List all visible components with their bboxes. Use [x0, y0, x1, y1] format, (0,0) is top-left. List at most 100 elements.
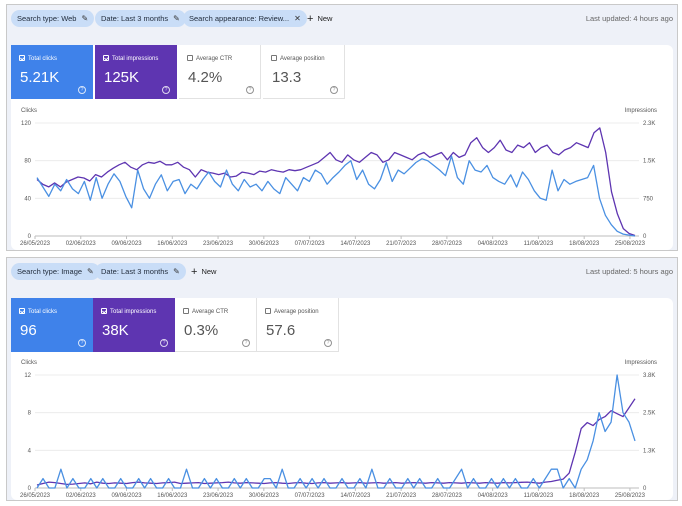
x-tick-label: 21/07/2023 — [386, 241, 417, 247]
x-tick-label: 23/06/2023 — [203, 493, 234, 499]
metric-card-average-position[interactable]: Average position 13.3 ? — [263, 45, 345, 99]
checkbox-icon[interactable] — [103, 55, 109, 61]
right-axis-title: Impressions — [625, 360, 657, 366]
x-tick-label: 14/07/2023 — [340, 241, 371, 247]
right-tick-label: 3.8K — [643, 373, 655, 379]
performance-card: Total clicks 5.21K ? Total impressions 1… — [11, 45, 673, 250]
metric-value: 4.2% — [188, 69, 223, 86]
metric-value: 38K — [102, 322, 129, 339]
metric-label: Average position — [280, 56, 325, 62]
x-tick-label: 28/07/2023 — [432, 493, 463, 499]
filter-bar: Search type: Image ✎ Date: Last 3 months ✎… — [11, 263, 673, 281]
left-tick-label: 12 — [24, 373, 31, 379]
help-icon[interactable]: ? — [324, 339, 332, 347]
left-tick-label: 4 — [28, 448, 32, 454]
filter-chip-search-type[interactable]: Search type: Web ✎ — [11, 10, 95, 27]
filter-chip-date[interactable]: Date: Last 3 months ✎ — [95, 263, 186, 280]
new-filter-button[interactable]: + New — [307, 10, 332, 27]
x-tick-label: 02/06/2023 — [66, 241, 97, 247]
help-icon[interactable]: ? — [162, 86, 170, 94]
x-tick-label: 26/05/2023 — [20, 493, 51, 499]
performance-chart[interactable]: Clicks Impressions120804002.3K1.5K750026/… — [11, 45, 675, 252]
right-axis-title: Impressions — [625, 108, 657, 114]
help-icon[interactable]: ? — [160, 339, 168, 347]
x-tick-label: 30/06/2023 — [249, 493, 280, 499]
metric-card-average-ctr[interactable]: Average CTR 0.3% ? — [175, 298, 257, 352]
metric-card-average-position[interactable]: Average position 57.6 ? — [257, 298, 339, 352]
left-tick-label: 120 — [21, 121, 32, 127]
help-icon[interactable]: ? — [330, 86, 338, 94]
right-tick-label: 2.5K — [643, 411, 655, 417]
help-icon[interactable]: ? — [78, 86, 86, 94]
pencil-icon[interactable]: ✎ — [173, 14, 180, 23]
metric-value: 5.21K — [20, 69, 60, 86]
left-tick-label: 8 — [28, 411, 32, 417]
checkbox-icon[interactable] — [101, 308, 107, 314]
metric-label: Total clicks — [28, 309, 58, 315]
new-filter-label: New — [317, 14, 333, 23]
help-icon[interactable]: ? — [246, 86, 254, 94]
metric-value: 0.3% — [184, 322, 219, 339]
x-tick-label: 02/06/2023 — [66, 493, 97, 499]
x-tick-label: 26/05/2023 — [20, 241, 51, 247]
metric-value: 13.3 — [272, 69, 302, 86]
metric-label: Total impressions — [110, 309, 157, 315]
filter-chip-date[interactable]: Date: Last 3 months ✎ — [95, 10, 186, 27]
metric-card-total-clicks[interactable]: Total clicks 96 ? — [11, 298, 93, 352]
filter-chip-label: Search type: Image — [17, 267, 83, 276]
metric-label: Total impressions — [112, 56, 159, 62]
impressions-series-line — [36, 127, 636, 237]
x-tick-label: 18/08/2023 — [569, 241, 600, 247]
x-tick-label: 09/06/2023 — [112, 493, 143, 499]
checkbox-icon[interactable] — [271, 55, 277, 61]
performance-panel-web: Search type: Web ✎ Date: Last 3 months ✎ S… — [6, 4, 678, 251]
filter-chip-label: Date: Last 3 months — [101, 267, 169, 276]
x-tick-label: 30/06/2023 — [249, 241, 280, 247]
close-icon[interactable]: ✕ — [294, 14, 301, 23]
metric-card-total-impressions[interactable]: Total impressions 38K ? — [93, 298, 175, 352]
metric-value: 125K — [104, 69, 140, 86]
new-filter-label: New — [201, 267, 217, 276]
right-tick-label: 1.5K — [643, 159, 655, 165]
plus-icon: + — [191, 266, 198, 278]
x-tick-label: 28/07/2023 — [432, 241, 463, 247]
metric-card-total-impressions[interactable]: Total impressions 125K ? — [95, 45, 177, 99]
help-icon[interactable]: ? — [78, 339, 86, 347]
checkbox-icon[interactable] — [187, 55, 193, 61]
left-axis-title: Clicks — [21, 360, 37, 366]
pencil-icon[interactable]: ✎ — [173, 267, 180, 276]
metric-label: Average CTR — [192, 309, 229, 315]
last-updated-text: Last updated: 5 hours ago — [585, 267, 673, 276]
x-tick-label: 25/08/2023 — [615, 241, 646, 247]
metric-value: 57.6 — [266, 322, 296, 339]
new-filter-button[interactable]: + New — [191, 263, 216, 280]
help-icon[interactable]: ? — [242, 339, 250, 347]
pencil-icon[interactable]: ✎ — [81, 14, 89, 23]
clicks-series-line — [36, 155, 636, 237]
right-tick-label: 2.3K — [643, 121, 655, 127]
filter-bar: Search type: Web ✎ Date: Last 3 months ✎ S… — [11, 10, 673, 28]
performance-chart[interactable]: Clicks Impressions128403.8K2.5K1.3K026/05… — [11, 298, 675, 502]
checkbox-icon[interactable] — [19, 55, 25, 61]
checkbox-icon[interactable] — [183, 308, 189, 314]
metric-value: 96 — [20, 322, 37, 339]
right-tick-label: 0 — [643, 486, 647, 492]
filter-chip-search-type[interactable]: Search type: Image ✎ — [11, 263, 100, 280]
plus-icon: + — [307, 13, 314, 25]
checkbox-icon[interactable] — [265, 308, 271, 314]
metric-card-total-clicks[interactable]: Total clicks 5.21K ? — [11, 45, 93, 99]
pencil-icon[interactable]: ✎ — [87, 267, 94, 276]
metric-label: Total clicks — [28, 56, 58, 62]
checkbox-icon[interactable] — [19, 308, 25, 314]
clicks-series-line — [36, 374, 636, 489]
metric-card-average-ctr[interactable]: Average CTR 4.2% ? — [179, 45, 261, 99]
filter-chip-search-appearance[interactable]: Search appearance: Review... ✕ — [183, 10, 307, 27]
right-tick-label: 0 — [643, 234, 647, 240]
right-tick-label: 750 — [643, 196, 654, 202]
filter-chip-label: Search appearance: Review... — [189, 14, 290, 23]
left-tick-label: 0 — [28, 486, 32, 492]
filter-chip-label: Date: Last 3 months — [101, 14, 169, 23]
metric-label: Average CTR — [196, 56, 233, 62]
performance-card: Total clicks 96 ? Total impressions 38K … — [11, 298, 673, 500]
x-tick-label: 25/08/2023 — [615, 493, 646, 499]
